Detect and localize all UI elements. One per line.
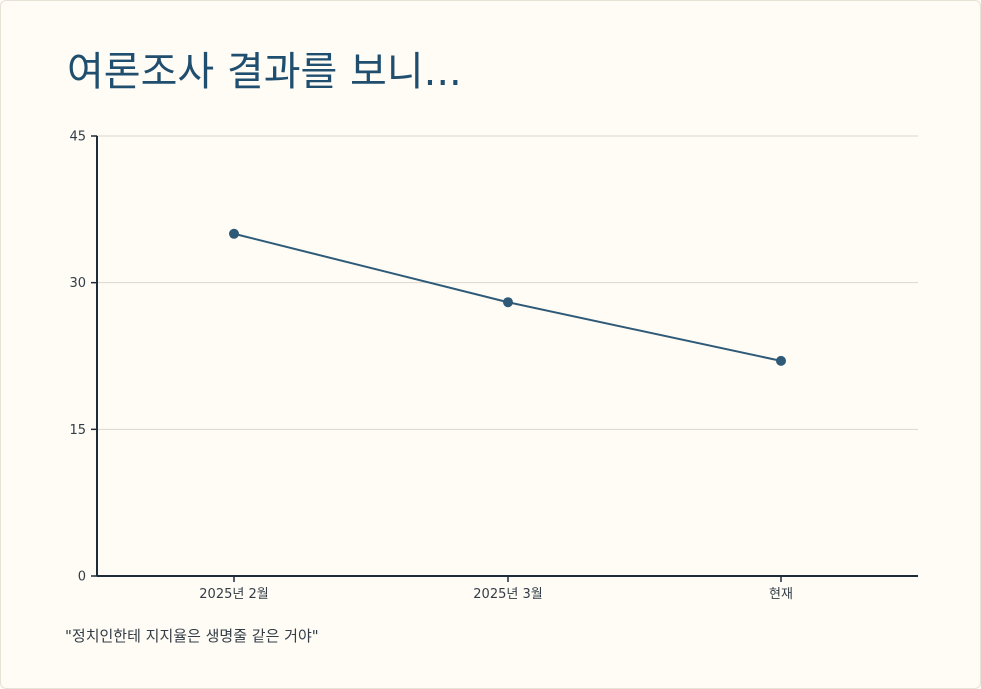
data-point	[776, 355, 786, 366]
y-tick-label: 0	[78, 570, 86, 585]
line-chart: 0 15 30 45 2025년 2월 2025년 3월 현재	[69, 130, 918, 601]
data-point	[229, 228, 239, 239]
x-tick-label: 현재	[769, 587, 793, 601]
x-tick-label: 2025년 3월	[473, 587, 542, 601]
page-title: 여론조사 결과를 보니...	[67, 49, 462, 95]
y-tick-label: 45	[69, 130, 86, 145]
data-point	[503, 297, 513, 308]
x-tick-label: 2025년 2월	[199, 587, 268, 601]
chart-caption: "정치인한테 지지율은 생명줄 같은 거야"	[65, 627, 319, 645]
y-tick-label: 30	[69, 276, 86, 291]
y-tick-label: 15	[69, 423, 86, 438]
